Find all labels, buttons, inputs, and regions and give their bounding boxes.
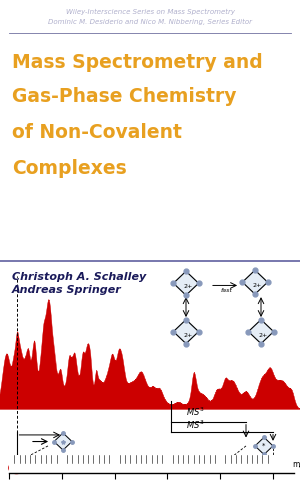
Text: 2+: 2+ bbox=[184, 333, 193, 338]
Polygon shape bbox=[54, 433, 72, 450]
Text: m/z: m/z bbox=[292, 459, 300, 468]
Text: WILEY: WILEY bbox=[28, 463, 68, 473]
Text: of Non-Covalent: of Non-Covalent bbox=[12, 122, 182, 142]
Text: 2+: 2+ bbox=[253, 283, 262, 288]
Text: $MS^3$: $MS^3$ bbox=[186, 406, 205, 419]
Text: fast: fast bbox=[220, 288, 232, 293]
Polygon shape bbox=[255, 437, 273, 455]
Text: 2+: 2+ bbox=[184, 285, 193, 289]
Text: Andreas Springer: Andreas Springer bbox=[12, 286, 122, 296]
Polygon shape bbox=[242, 270, 268, 294]
Text: Gas-Phase Chemistry: Gas-Phase Chemistry bbox=[12, 87, 236, 106]
Text: Mass Spectrometry and: Mass Spectrometry and bbox=[12, 53, 263, 72]
Text: W: W bbox=[13, 465, 20, 471]
Polygon shape bbox=[248, 320, 274, 344]
Text: *: * bbox=[262, 443, 265, 449]
Polygon shape bbox=[173, 271, 199, 295]
Text: $MS^3$: $MS^3$ bbox=[186, 419, 205, 431]
Text: Christoph A. Schalley: Christoph A. Schalley bbox=[12, 272, 146, 282]
Text: Dominic M. Desiderio and Nico M. Nibbering, Series Editor: Dominic M. Desiderio and Nico M. Nibberi… bbox=[48, 19, 252, 25]
Text: 2+: 2+ bbox=[259, 333, 268, 338]
Polygon shape bbox=[173, 320, 199, 344]
Text: Wiley-Interscience Series on Mass Spectrometry: Wiley-Interscience Series on Mass Spectr… bbox=[65, 9, 235, 15]
Text: Complexes: Complexes bbox=[12, 159, 127, 178]
